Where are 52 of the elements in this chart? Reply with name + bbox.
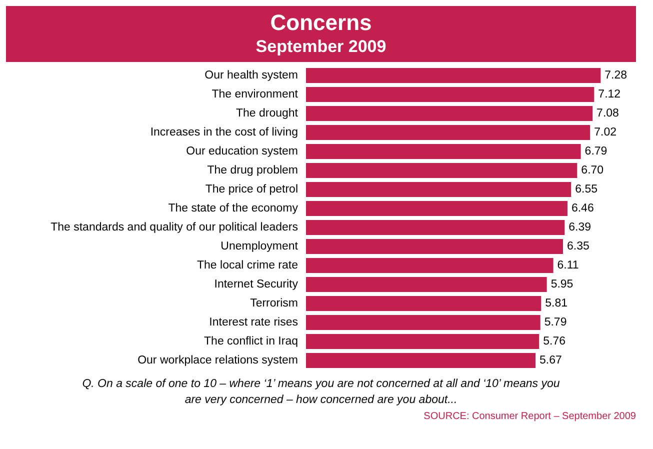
bar bbox=[306, 144, 581, 159]
bar bbox=[306, 182, 572, 197]
y-tick-label: The price of petrol bbox=[205, 184, 298, 196]
data-label: 6.35 bbox=[567, 240, 590, 252]
bar bbox=[306, 315, 540, 330]
data-label: 5.95 bbox=[550, 278, 574, 290]
bar bbox=[306, 277, 547, 292]
bar bbox=[306, 353, 536, 368]
bar bbox=[306, 334, 540, 349]
y-tick-label: The conflict in Iraq bbox=[204, 336, 298, 348]
text: Q. On a scale of one to 10 – where ‘1’ means you are not concerned at all and ‘10’ means you are very concerned – how concerned are you about... bbox=[82, 378, 560, 406]
data-label: 6.39 bbox=[568, 222, 592, 234]
bar bbox=[306, 163, 578, 178]
y-tick-label: Internet Security bbox=[214, 278, 298, 290]
bar bbox=[306, 239, 564, 254]
data-label: 6.70 bbox=[581, 164, 604, 176]
y-tick-label: Unemployment bbox=[220, 240, 299, 252]
data-label: 7.28 bbox=[604, 70, 628, 82]
chart-subtitle: September 2009 bbox=[256, 37, 386, 56]
data-label: 6.11 bbox=[557, 260, 579, 272]
bar bbox=[306, 87, 594, 102]
source-note: SOURCE: Consumer Report – September 2009 bbox=[424, 411, 636, 422]
data-label: 6.46 bbox=[571, 202, 594, 214]
bar bbox=[306, 106, 593, 121]
y-tick-label: Terrorism bbox=[250, 298, 298, 310]
bar bbox=[306, 296, 542, 311]
y-tick-label: Our health system bbox=[204, 70, 298, 82]
y-tick-label: Interest rate rises bbox=[209, 316, 298, 328]
data-label: 6.79 bbox=[584, 146, 608, 158]
bar bbox=[306, 258, 554, 273]
bar bbox=[306, 201, 568, 216]
bar bbox=[306, 125, 590, 140]
y-tick-label: The standards and quality of our political leaders bbox=[50, 222, 298, 234]
y-tick-label: The local crime rate bbox=[197, 260, 298, 272]
data-label: 5.79 bbox=[544, 316, 567, 328]
y-tick-label: Our workplace relations system bbox=[138, 354, 298, 366]
bar bbox=[306, 220, 565, 235]
y-tick-label: Increases in the cost of living bbox=[150, 126, 298, 138]
y-tick-label: The state of the economy bbox=[168, 202, 298, 214]
data-label: 5.67 bbox=[539, 354, 562, 366]
data-label: 7.08 bbox=[596, 108, 619, 120]
y-tick-label: The drug problem bbox=[207, 164, 298, 176]
data-label: 5.76 bbox=[543, 336, 566, 348]
y-tick-label: The drought bbox=[236, 108, 299, 120]
data-label: 5.81 bbox=[545, 298, 568, 310]
y-tick-label: Our education system bbox=[186, 146, 298, 158]
y-tick-label: The environment bbox=[212, 88, 299, 100]
chart-title: Concerns bbox=[270, 10, 372, 35]
data-label: 7.12 bbox=[598, 88, 621, 100]
bar bbox=[306, 68, 601, 83]
data-label: 6.55 bbox=[575, 184, 598, 196]
data-label: 7.02 bbox=[594, 126, 617, 138]
